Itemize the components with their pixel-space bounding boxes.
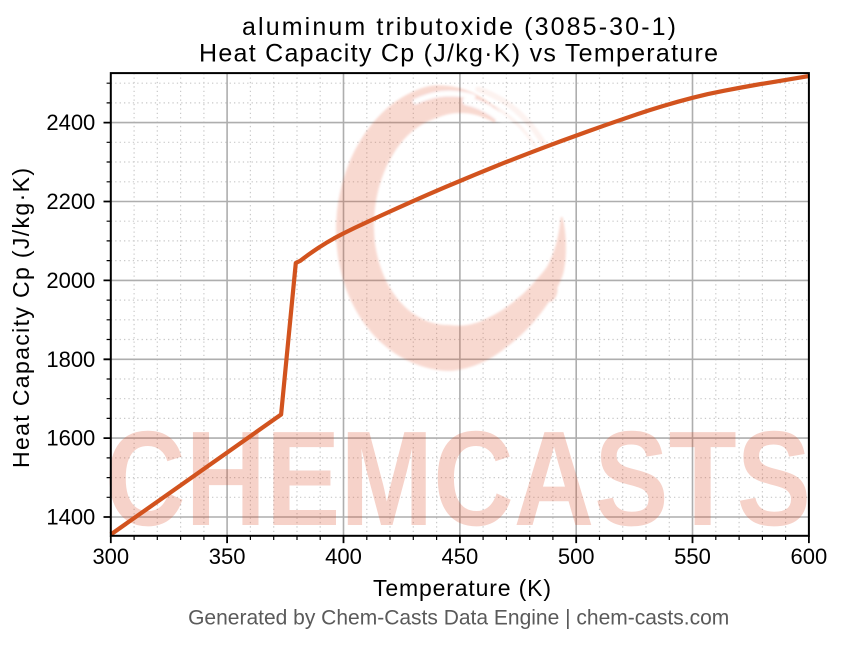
svg-text:450: 450 [442, 544, 479, 569]
svg-text:Temperature (K): Temperature (K) [373, 575, 551, 601]
svg-text:2200: 2200 [46, 189, 95, 214]
svg-text:300: 300 [92, 544, 129, 569]
svg-text:400: 400 [325, 544, 362, 569]
svg-text:550: 550 [674, 544, 711, 569]
svg-text:CHEMCASTS: CHEMCASTS [105, 403, 811, 554]
svg-text:1600: 1600 [46, 426, 95, 451]
svg-text:1800: 1800 [46, 347, 95, 372]
svg-text:1400: 1400 [46, 505, 95, 530]
svg-text:350: 350 [209, 544, 246, 569]
svg-text:600: 600 [791, 544, 828, 569]
svg-text:Heat Capacity Cp (J/kg·K): Heat Capacity Cp (J/kg·K) [8, 168, 34, 468]
svg-text:Generated by Chem-Casts Data E: Generated by Chem-Casts Data Engine | ch… [188, 606, 729, 629]
svg-text:2000: 2000 [46, 268, 95, 293]
svg-text:Heat Capacity Cp (J/kg·K) vs T: Heat Capacity Cp (J/kg·K) vs Temperature [199, 40, 718, 68]
svg-text:500: 500 [558, 544, 595, 569]
svg-text:2400: 2400 [46, 110, 95, 135]
